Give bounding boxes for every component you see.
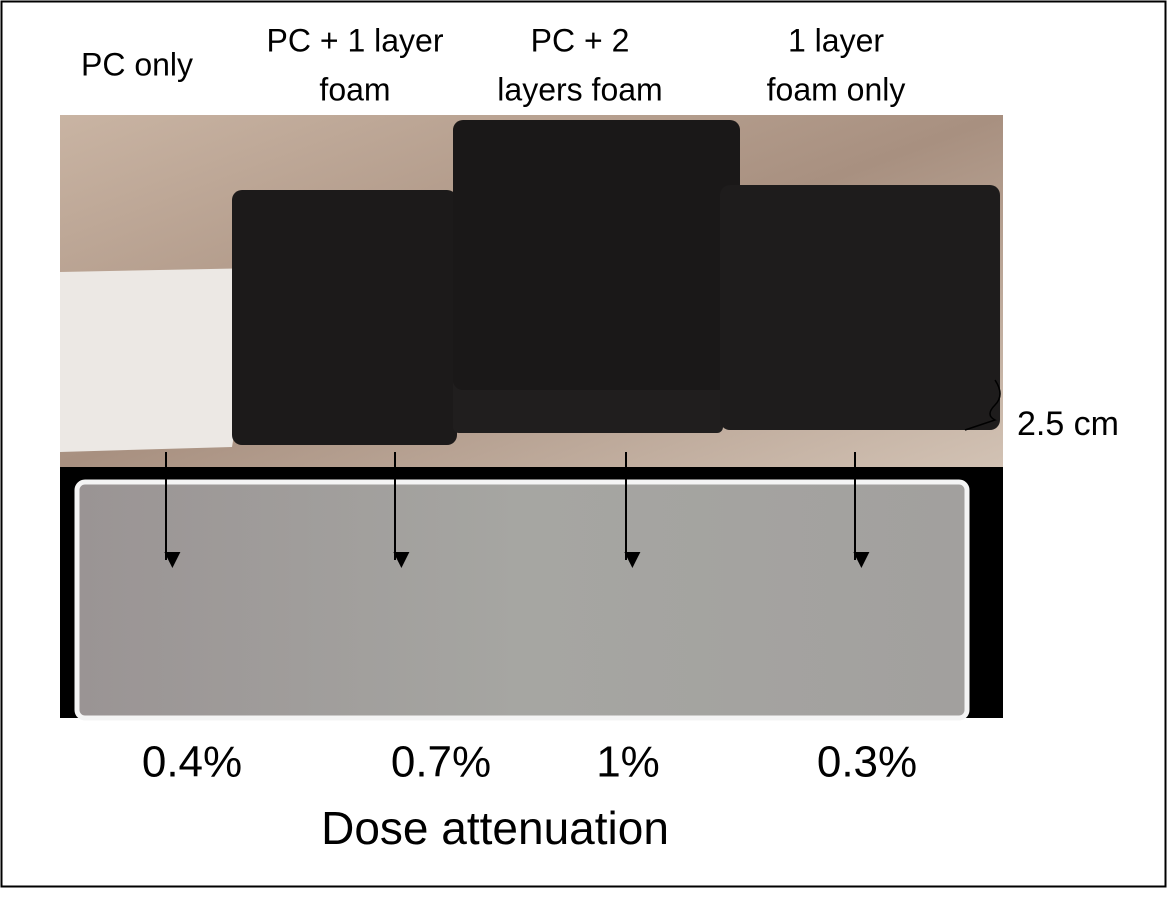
dose-percent: 0.3% bbox=[817, 738, 917, 787]
photo bbox=[60, 115, 1003, 467]
thickness-label: 2.5 cm bbox=[1017, 405, 1119, 443]
brace bbox=[964, 379, 1001, 431]
sample-label: 1 layer bbox=[788, 22, 884, 58]
sample-label: layers foam bbox=[497, 71, 662, 107]
arrows bbox=[164, 452, 870, 568]
sample-label: PC + 1 layer bbox=[267, 22, 444, 58]
sample-label: foam bbox=[319, 71, 390, 107]
sample-label: PC + 2 bbox=[531, 22, 630, 58]
sample-label: foam only bbox=[767, 71, 906, 107]
caption: Dose attenuation bbox=[321, 802, 669, 854]
xray-image bbox=[60, 467, 1003, 721]
dose-percent: 0.4% bbox=[142, 738, 242, 787]
sample-label: PC only bbox=[81, 46, 193, 82]
dose-percent: 1% bbox=[596, 738, 660, 787]
dose-percent: 0.7% bbox=[391, 738, 491, 787]
